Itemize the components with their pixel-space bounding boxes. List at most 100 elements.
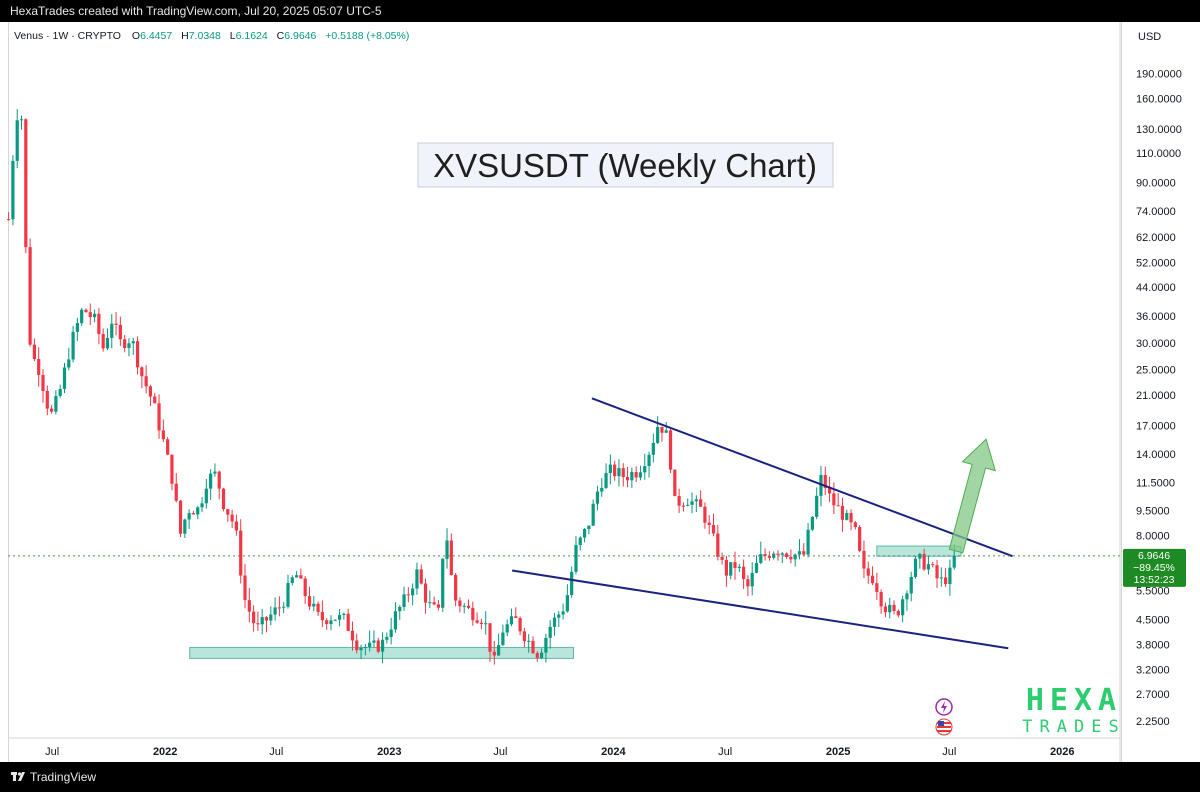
candle-body-down [535, 653, 539, 658]
candle-body-down [28, 247, 32, 345]
candle-body-down [239, 530, 243, 576]
candle-body-down [522, 631, 526, 642]
bar-countdown: 13:52:23 [1134, 574, 1175, 586]
candle-body-down [45, 391, 49, 409]
candle-body-down [870, 575, 875, 584]
price-tick-label: 160.0000 [1136, 93, 1182, 105]
candle-body-down [170, 454, 174, 484]
candle-body-down [157, 403, 161, 431]
price-chart[interactable]: Venus · 1W · CRYPTO O6.4457 H7.0348 L6.1… [0, 22, 1200, 762]
candle-body-up [337, 614, 342, 620]
price-axis: 190.0000 160.0000 130.0000 110.0000 90.0000 7… [1136, 68, 1182, 727]
time-tick-label: Jul [493, 746, 507, 758]
candle-body-up [67, 359, 71, 368]
candle-body-up [819, 475, 823, 496]
candle-body-up [806, 529, 810, 555]
candle-body-up [565, 595, 569, 612]
candle-body-up [780, 553, 784, 555]
candle-body-down [836, 505, 840, 507]
candle-body-up [595, 491, 600, 504]
time-tick-label: Jul [718, 746, 732, 758]
candle-body-down [256, 623, 260, 625]
candle-body-down [376, 640, 380, 652]
candle-body-up [617, 468, 621, 477]
candle-body-down [234, 521, 239, 531]
candle-body-up [260, 617, 264, 625]
candle-body-down [716, 533, 720, 557]
candle-body-down [355, 640, 359, 651]
candle-body-down [24, 119, 28, 248]
candle-body-up [608, 464, 612, 474]
time-tick-label: Jul [269, 746, 283, 758]
trendlines-layer [511, 397, 1013, 650]
price-tick-label: 14.0000 [1136, 449, 1176, 461]
candle-body-up [901, 599, 905, 616]
candle-body-up [587, 525, 591, 529]
candle-body-up [286, 583, 290, 607]
candle-body-up [815, 495, 819, 517]
candle-body-up [62, 367, 67, 389]
candle-body-up [759, 554, 763, 563]
price-tick-label: 4.5000 [1136, 615, 1170, 627]
us-flag-icon[interactable] [935, 718, 953, 736]
price-tick-label: 9.5000 [1136, 506, 1170, 518]
price-tick-label: 52.0000 [1136, 258, 1176, 270]
candle-body-up [939, 577, 943, 579]
candle-body-down [84, 309, 88, 313]
candle-body-down [784, 553, 789, 557]
candle-body-up [329, 620, 333, 625]
candle-body-up [187, 513, 191, 520]
legend: Venus · 1W · CRYPTO O6.4457 H7.0348 L6.1… [14, 30, 409, 42]
candle-body-up [948, 567, 952, 585]
candle-body-up [905, 593, 909, 600]
candle-body-up [428, 602, 432, 604]
candle-body-up [656, 426, 660, 443]
candle-body-down [419, 569, 423, 584]
candle-body-up [359, 647, 363, 651]
top-credit-bar: HexaTrades created with TradingView.com,… [0, 0, 1200, 22]
candle-body-down [488, 623, 492, 652]
candle-body-down [621, 468, 625, 477]
candle-body-down [475, 620, 479, 623]
candle-body-down [827, 488, 832, 494]
candle-body-up [845, 513, 849, 520]
bottom-brand-bar: TradingView [0, 762, 1200, 792]
candle-body-down [226, 509, 230, 515]
candle-body-up [398, 606, 402, 612]
legend-close-label: C [277, 30, 285, 42]
alerts-icon[interactable] [935, 698, 953, 716]
candle-body-down [840, 505, 845, 520]
candle-body-up [570, 571, 574, 596]
candle-body-up [290, 577, 294, 584]
candle-body-down [802, 551, 806, 555]
price-tick-label: 74.0000 [1136, 206, 1176, 218]
price-tick-label: 30.0000 [1136, 338, 1176, 350]
candle-body-up [294, 575, 299, 578]
candle-body-up [209, 473, 213, 489]
price-tick-label: 2.7000 [1136, 689, 1170, 701]
candle-body-up [445, 540, 449, 559]
candle-body-down [217, 471, 221, 489]
candle-body-down [858, 526, 862, 551]
candle-body-up [750, 572, 754, 587]
currency-label: USD [1138, 31, 1161, 43]
candle-body-up [664, 430, 668, 433]
breakout-arrow [948, 438, 997, 554]
candle-body-up [131, 341, 135, 344]
candle-body-down [763, 554, 767, 556]
candle-body-down [114, 323, 118, 325]
candle-body-up [539, 652, 544, 658]
candle-body-down [41, 374, 45, 392]
candle-body-down [944, 577, 948, 585]
price-tick-label: 2.2500 [1136, 716, 1170, 728]
candle-body-down [896, 610, 900, 616]
candle-body-down [931, 564, 935, 566]
candle-body-down [166, 439, 170, 455]
candle-body-down [832, 493, 836, 506]
candle-body-down [449, 540, 453, 575]
candle-body-up [19, 119, 24, 121]
candle-body-down [668, 430, 673, 470]
candle-body-down [247, 600, 251, 612]
candle-body-up [544, 637, 548, 653]
candle-body-down [776, 553, 780, 555]
